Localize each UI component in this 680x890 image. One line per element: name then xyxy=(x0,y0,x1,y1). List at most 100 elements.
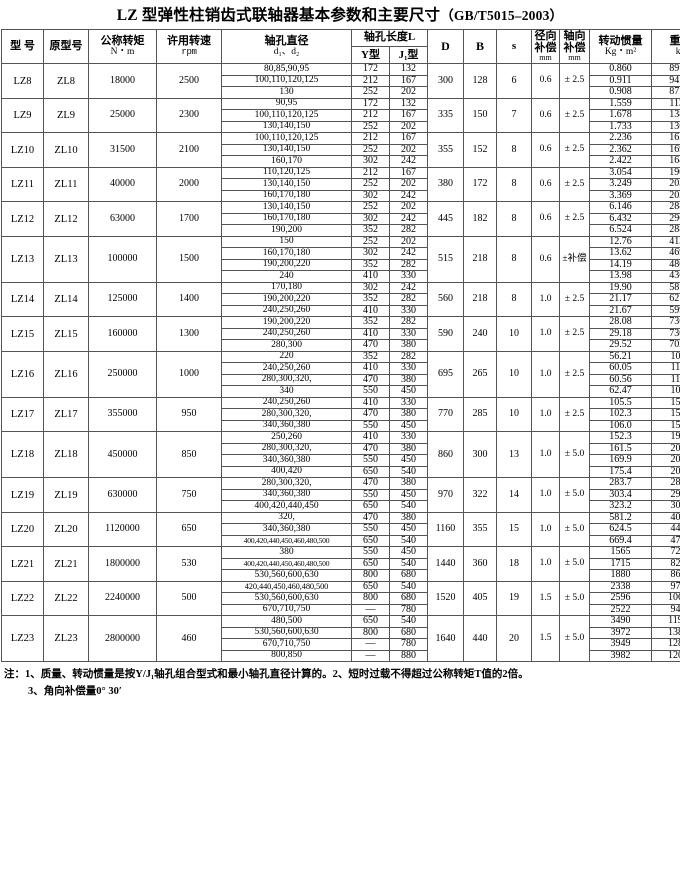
cell-bore-diameter: 400,420 xyxy=(221,466,352,479)
cell-nominal-torque: 1120000 xyxy=(88,511,157,548)
cell-bore-length-j: 680 xyxy=(389,569,428,582)
cell-bore-diameter: 530,560,600,630 xyxy=(221,627,352,640)
cell-weight: 13822 xyxy=(651,627,680,640)
cell-nominal-torque: 100000 xyxy=(88,235,157,283)
cell-allowable-speed: 1700 xyxy=(156,201,222,237)
cell-model: LZ17 xyxy=(1,396,44,433)
header-bore-diameter-unit: d₁、d₂ xyxy=(273,46,300,57)
cell-D: 970 xyxy=(427,477,464,513)
cell-bore-diameter: 340,360,380 xyxy=(221,489,352,502)
cell-radial-compensation: 1.0 xyxy=(531,477,560,513)
header-nominal-torque-unit: N・m xyxy=(110,46,135,57)
cell-bore-length-y: 800 xyxy=(351,627,390,640)
cell-inertia: 102.3 xyxy=(589,408,652,421)
cell-inertia: 169.9 xyxy=(589,454,652,467)
cell-bore-diameter: 240,250,260 xyxy=(221,397,352,410)
cell-model: LZ16 xyxy=(1,350,44,398)
header-axial-line2: 补偿 xyxy=(563,41,586,54)
cell-axial-compensation: ± 2.5 xyxy=(559,97,590,134)
cell-weight: 202.1 xyxy=(651,190,680,203)
cell-bore-length-j: 780 xyxy=(389,638,428,651)
cell-weight: 599.4 xyxy=(651,305,680,318)
cell-bore-length-j: 880 xyxy=(389,650,428,663)
cell-bore-length-y: 800 xyxy=(351,569,390,582)
cell-bore-length-y: — xyxy=(351,638,390,651)
cell-inertia: 29.18 xyxy=(589,328,652,341)
cell-bore-length-j: 202 xyxy=(389,144,428,157)
cell-weight: 581.5 xyxy=(651,282,680,295)
cell-allowable-speed: 460 xyxy=(156,615,222,663)
cell-inertia: 6.146 xyxy=(589,201,652,214)
cell-allowable-speed: 2300 xyxy=(156,97,222,134)
cell-original-model: ZL20 xyxy=(43,511,89,548)
cell-bore-diameter: 280,300,320, xyxy=(221,477,352,490)
header-row-2: Y型 J₁型 xyxy=(2,46,680,65)
cell-axial-compensation: ±补偿 xyxy=(559,235,590,283)
cell-bore-length-j: 380 xyxy=(389,443,428,456)
cell-bore-length-j: 450 xyxy=(389,420,428,433)
cell-inertia: 2338 xyxy=(589,581,652,594)
header-model: 型 号 xyxy=(1,28,44,65)
cell-axial-compensation: ± 2.5 xyxy=(559,63,590,99)
cell-bore-length-y: 410 xyxy=(351,328,390,341)
cell-bore-length-j: 202 xyxy=(389,178,428,191)
cell-bore-length-y: 172 xyxy=(351,63,390,76)
cell-nominal-torque: 160000 xyxy=(88,316,157,352)
cell-inertia: 175.4 xyxy=(589,466,652,479)
cell-nominal-torque: 2240000 xyxy=(88,580,157,617)
cell-s: 6 xyxy=(496,63,532,99)
cell-model: LZ13 xyxy=(1,235,44,283)
cell-bore-diameter: 160,170,180 xyxy=(221,213,352,226)
cell-weight: 4715 xyxy=(651,535,680,548)
cell-s: 8 xyxy=(496,201,532,237)
cell-bore-length-y: 252 xyxy=(351,86,390,99)
cell-bore-length-j: 202 xyxy=(389,86,428,99)
cell-original-model: ZL9 xyxy=(43,97,89,134)
cell-inertia: 3490 xyxy=(589,615,652,628)
cell-D: 1440 xyxy=(427,546,464,582)
cell-weight: 3068 xyxy=(651,500,680,513)
cell-model: LZ18 xyxy=(1,431,44,479)
cell-weight: 730.5 xyxy=(651,328,680,341)
cell-bore-diameter: 240,250,260 xyxy=(221,362,352,375)
title-standard: （GB/T5015–2003） xyxy=(440,8,564,23)
cell-bore-length-j: 330 xyxy=(389,431,428,444)
cell-bore-diameter: 100,110,120,125 xyxy=(221,109,352,122)
cell-model: LZ10 xyxy=(1,132,44,168)
header-bore-diameter: 轴孔直径 d₁、d₂ xyxy=(221,28,352,65)
cell-bore-length-y: 252 xyxy=(351,121,390,134)
note-line-2: 3、角向补偿量0° 30′ xyxy=(28,685,122,697)
cell-weight: 11946 xyxy=(651,615,680,628)
cell-weight: 288.0 xyxy=(651,224,680,237)
table-row: LZ12 ZL12 63000 1700 130,140,150 252 202 445 182… xyxy=(1,201,680,237)
cell-bore-length-y: 650 xyxy=(351,466,390,479)
cell-weight: 113.9 xyxy=(651,98,680,111)
cell-bore-length-j: 380 xyxy=(389,477,428,490)
cell-bore-length-y: 302 xyxy=(351,213,390,226)
cell-s: 10 xyxy=(496,316,532,352)
cell-bore-diameter: 250,260 xyxy=(221,431,352,444)
cell-bore-length-y: 252 xyxy=(351,236,390,249)
cell-B: 152 xyxy=(463,132,497,168)
table-row: LZ18 ZL18 450000 850 250,260 410 330 860 300 13 1.… xyxy=(1,431,680,479)
cell-bore-length-y: 410 xyxy=(351,397,390,410)
header-allowable-speed: 许用转速 rpm xyxy=(156,28,222,65)
cell-inertia: 1880 xyxy=(589,569,652,582)
cell-bore-diameter: 240 xyxy=(221,270,352,283)
cell-allowable-speed: 1300 xyxy=(156,316,222,352)
cell-weight: 1064 xyxy=(651,385,680,398)
cell-nominal-torque: 40000 xyxy=(88,166,157,203)
header-radial-unit: mm xyxy=(539,53,552,63)
table-row: LZ21 ZL21 1800000 530 380 550 450 1440 360 18 1.0 ±… xyxy=(1,546,680,582)
cell-bore-diameter: 130 xyxy=(221,86,352,99)
cell-bore-diameter: 480,500 xyxy=(221,615,352,628)
notes-block: 注：1、质量、转动惯量是按Y/J₁轴孔组合型式和最小轴孔直径计算的。2、短时过载… xyxy=(4,667,680,700)
cell-allowable-speed: 750 xyxy=(156,477,222,513)
cell-bore-diameter: 400,420,440,450,460,480,500 xyxy=(221,535,352,548)
table-row: LZ15 ZL15 160000 1300 190,200,220 352 282 590 24… xyxy=(1,316,680,352)
